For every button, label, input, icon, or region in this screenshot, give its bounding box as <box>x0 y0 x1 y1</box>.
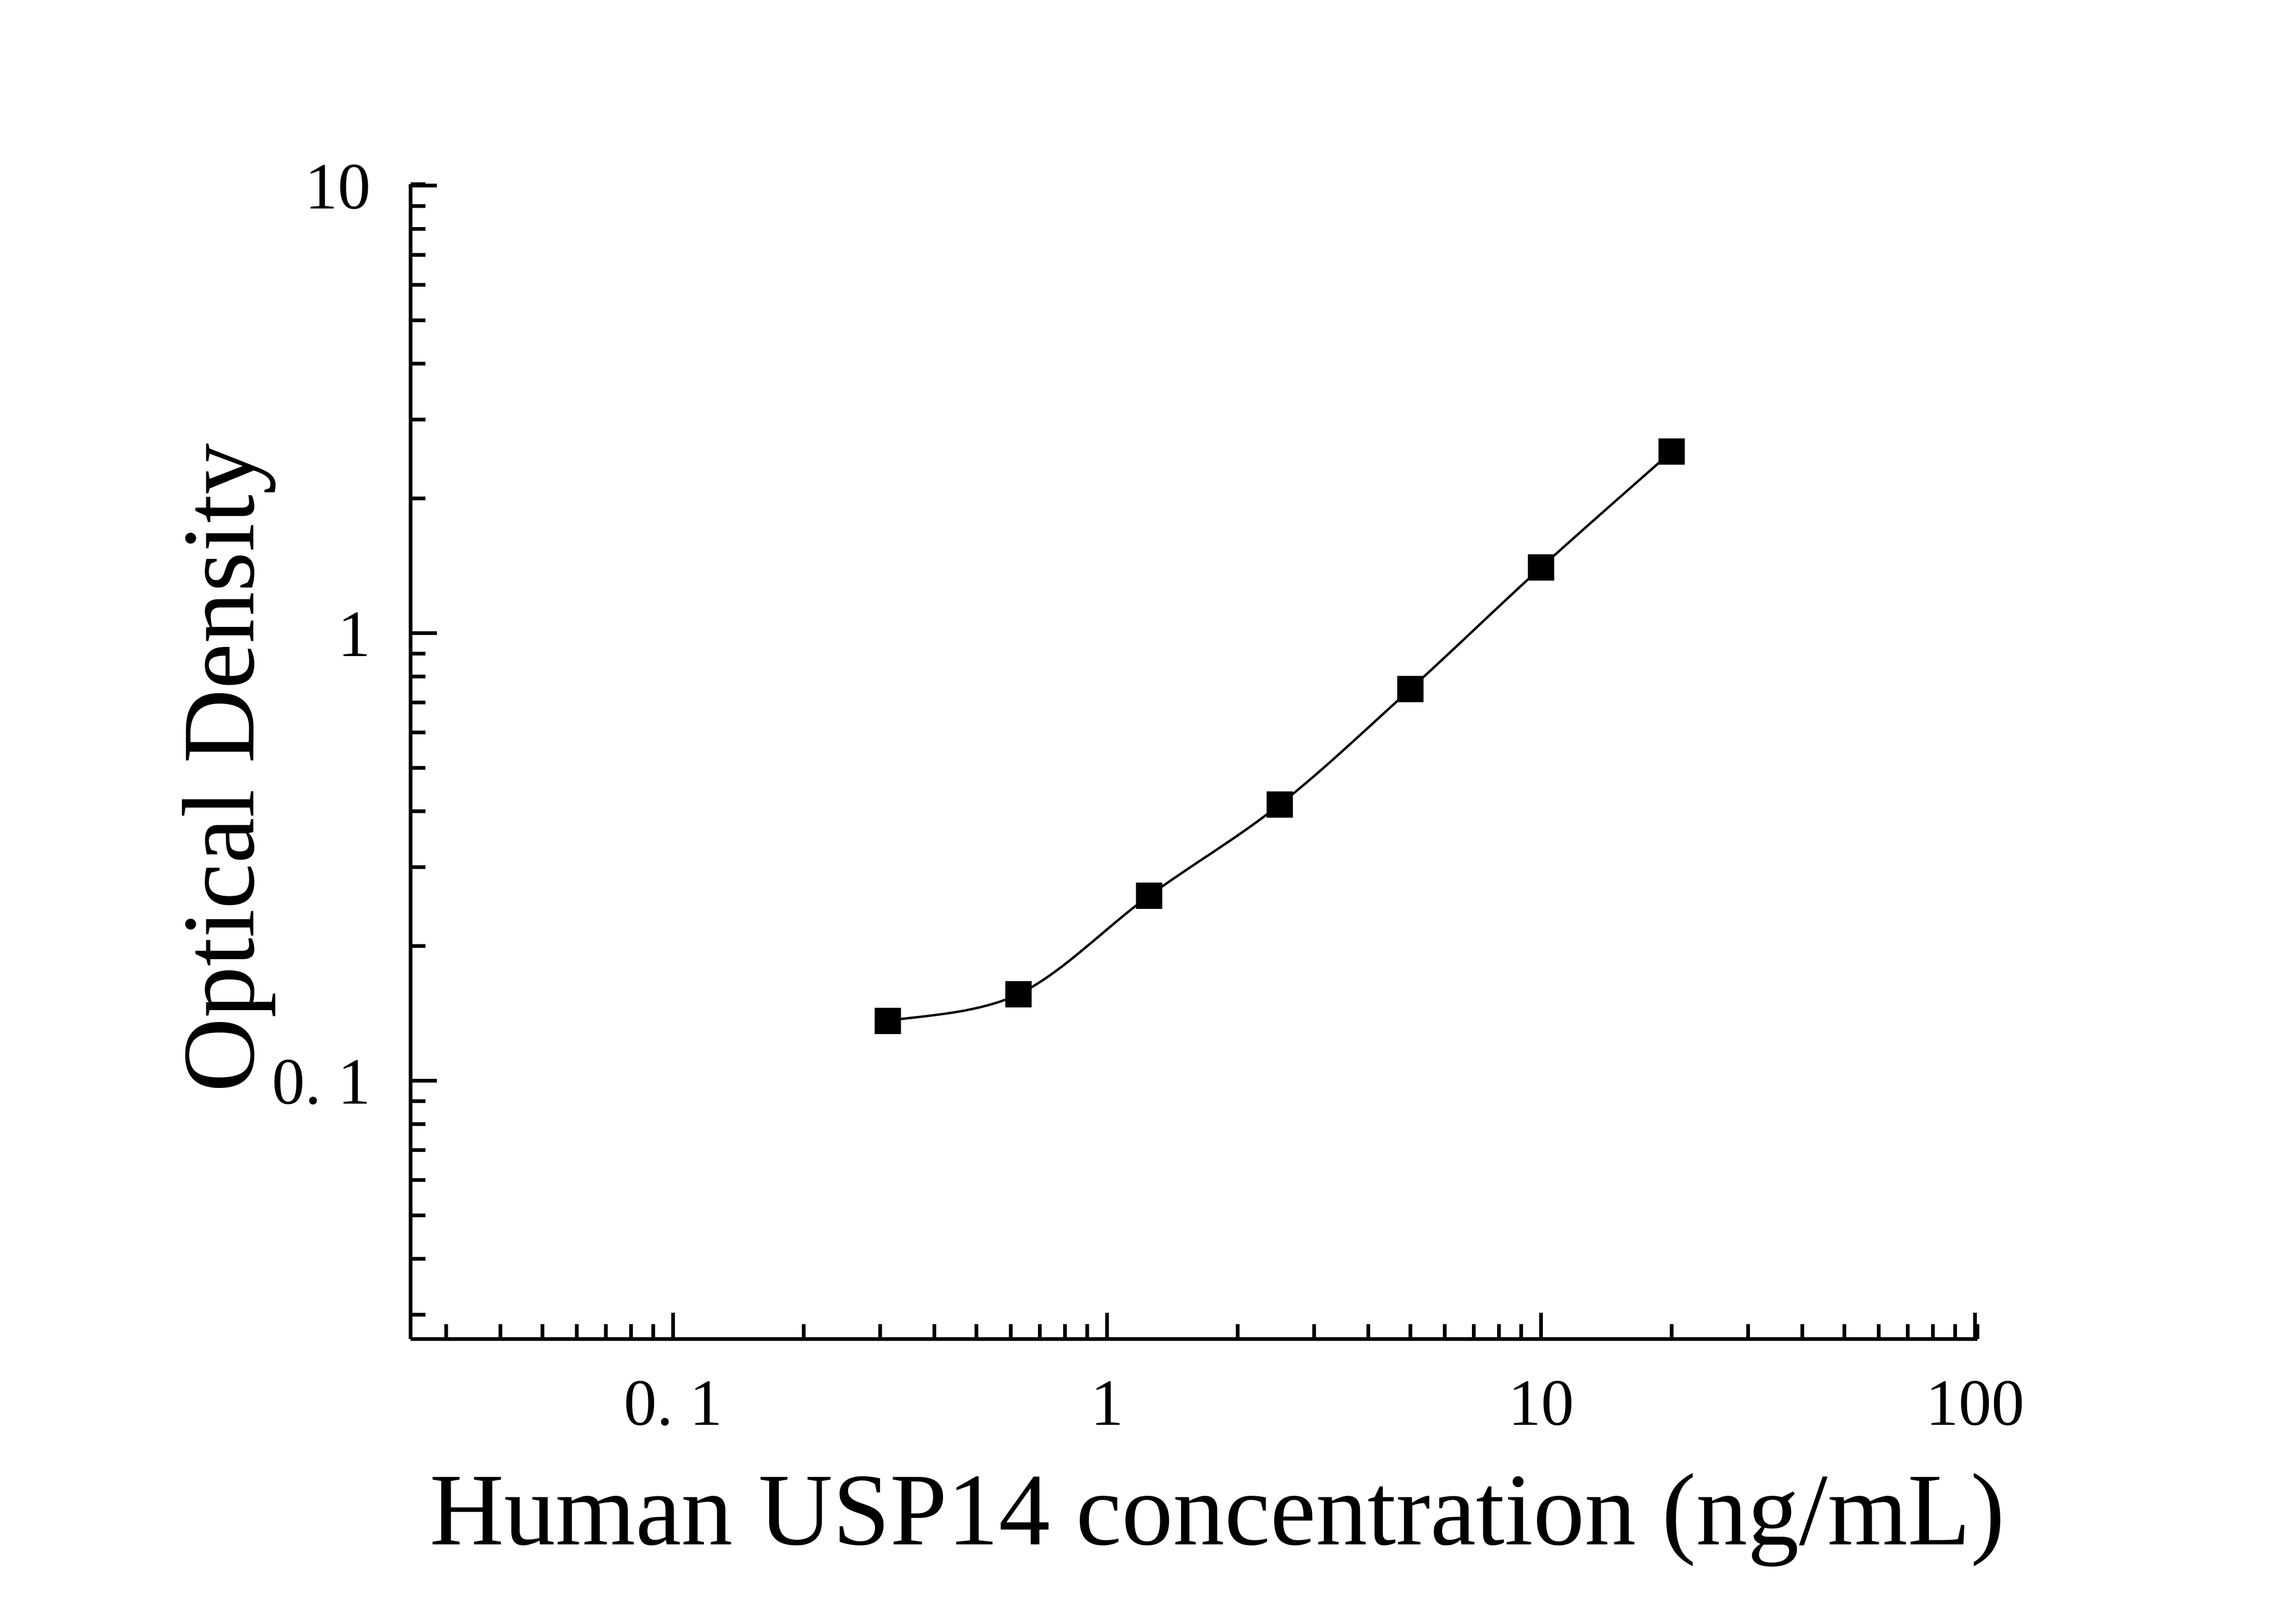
svg-text:1: 1 <box>338 598 371 670</box>
svg-text:100: 100 <box>1925 1366 2024 1439</box>
svg-text:10: 10 <box>305 150 371 223</box>
svg-text:0. 1: 0. 1 <box>272 1045 371 1118</box>
svg-text:10: 10 <box>1508 1366 1574 1439</box>
svg-text:0. 1: 0. 1 <box>624 1366 723 1439</box>
svg-text:1: 1 <box>1091 1366 1124 1439</box>
